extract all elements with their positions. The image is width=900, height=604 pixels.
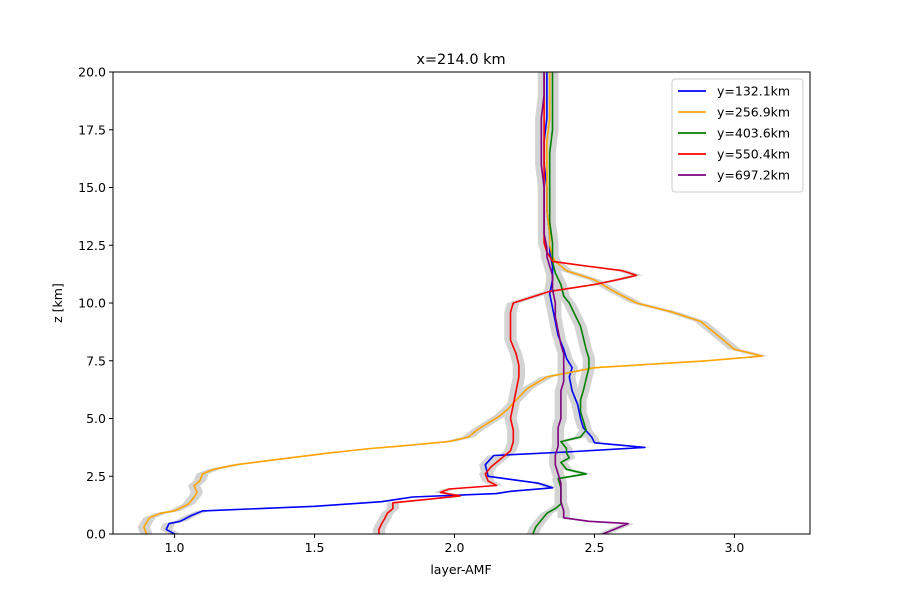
y-tick-label: 7.5	[86, 353, 106, 368]
y-tick-label: 2.5	[86, 469, 106, 484]
y-tick-label: 20.0	[78, 65, 106, 80]
y-tick-label: 12.5	[78, 238, 106, 253]
y-tick-label: 10.0	[78, 296, 106, 311]
series-line-y-256-9km	[143, 72, 764, 535]
uncertainty-band-y-256-9km	[137, 72, 769, 534]
x-tick-label: 1.5	[305, 540, 325, 555]
x-axis-label: layer-AMF	[430, 562, 491, 577]
legend-label: y=132.1km	[717, 84, 790, 99]
x-tick-label: 3.0	[724, 540, 744, 555]
chart-title: x=214.0 km	[416, 52, 505, 68]
legend-label: y=403.6km	[717, 126, 790, 141]
y-tick-label: 0.0	[86, 527, 106, 542]
y-axis-label: z [km]	[50, 283, 65, 323]
legend-label: y=697.2km	[717, 168, 790, 183]
legend: y=132.1km y=256.9km y=403.6km y=550.4km y=69…	[671, 78, 804, 193]
uncertainty-band-y-697-2km	[535, 72, 635, 534]
legend-box	[671, 78, 804, 193]
y-axis: 0.0 2.5 5.0 7.5 10.0 12.5 15.0 17.5 20.0	[78, 65, 113, 542]
y-tick-label: 5.0	[86, 411, 106, 426]
legend-label: y=256.9km	[717, 105, 790, 120]
x-tick-label: 2.5	[585, 540, 605, 555]
series-line-y-697-2km	[540, 72, 629, 535]
y-tick-label: 15.0	[78, 180, 106, 195]
series-lines	[143, 72, 764, 535]
x-tick-label: 1.0	[165, 540, 185, 555]
legend-label: y=550.4km	[717, 147, 790, 162]
x-tick-label: 2.0	[445, 540, 465, 555]
uncertainty-band-y-550-4km	[372, 72, 643, 534]
y-tick-label: 17.5	[78, 122, 106, 137]
x-axis: 1.0 1.5 2.0 2.5 3.0	[165, 534, 744, 555]
